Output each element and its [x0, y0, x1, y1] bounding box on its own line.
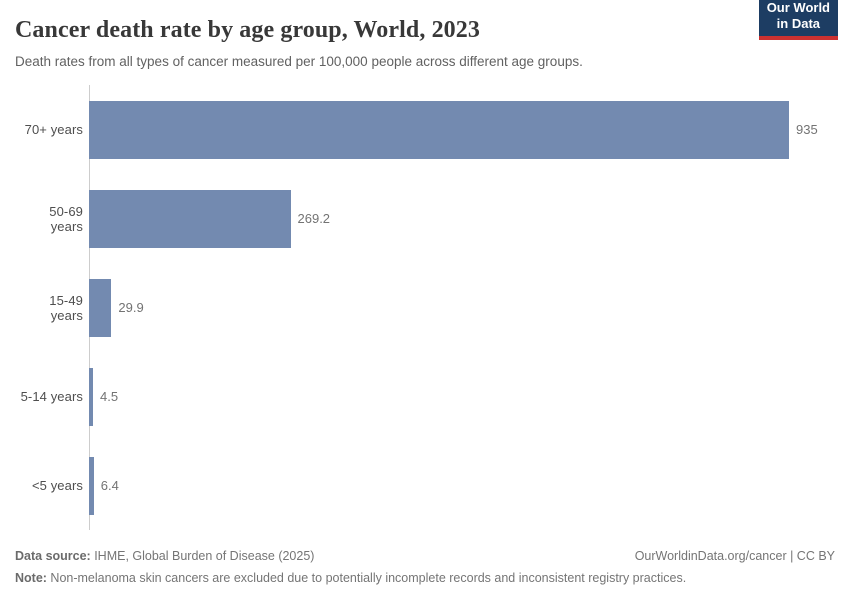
- bar[interactable]: [89, 100, 789, 159]
- chart-title: Cancer death rate by age group, World, 2…: [15, 17, 480, 43]
- owid-logo-line2: in Data: [776, 16, 821, 31]
- category-label: <5 years: [31, 478, 83, 493]
- bar-row: 15-49 years 29.9: [15, 263, 835, 352]
- chart-subtitle: Death rates from all types of cancer mea…: [15, 54, 583, 69]
- bar[interactable]: [89, 278, 112, 337]
- category-label: 15-49 years: [49, 292, 83, 323]
- bar-rows: 70+ years 935 50-69 years 269.2 15-49 ye…: [15, 85, 835, 530]
- bar-row: 70+ years 935: [15, 85, 835, 174]
- value-label: 6.4: [100, 478, 119, 493]
- value-label: 935: [796, 122, 818, 137]
- value-label: 4.5: [100, 389, 119, 404]
- footer-note: Note: Non-melanoma skin cancers are excl…: [15, 569, 835, 587]
- data-source-text: IHME, Global Burden of Disease (2025): [90, 549, 315, 563]
- data-source-label: Data source:: [15, 549, 91, 563]
- bar[interactable]: [89, 456, 94, 515]
- value-label: 29.9: [118, 300, 144, 315]
- data-source: Data source: IHME, Global Burden of Dise…: [15, 547, 314, 565]
- bar-row: 50-69 years 269.2: [15, 174, 835, 263]
- attribution: OurWorldinData.org/cancer | CC BY: [634, 549, 835, 563]
- bar-area: 935: [89, 100, 835, 159]
- value-label: 269.2: [297, 211, 331, 226]
- bar-row: <5 years 6.4: [15, 441, 835, 530]
- category-label: 70+ years: [24, 122, 83, 137]
- bar-area: 6.4: [89, 456, 835, 515]
- chart-footer: Data source: IHME, Global Burden of Dise…: [15, 547, 835, 587]
- bar-area: 269.2: [89, 189, 835, 248]
- bar-row: 5-14 years 4.5: [15, 352, 835, 441]
- bar[interactable]: [89, 189, 291, 248]
- chart-header: Cancer death rate by age group, World, 2…: [15, 0, 838, 71]
- owid-logo-line1: Our World: [766, 0, 830, 15]
- bar-chart: 70+ years 935 50-69 years 269.2 15-49 ye…: [15, 85, 835, 530]
- footer-top-row: Data source: IHME, Global Burden of Dise…: [15, 547, 835, 565]
- category-label: 50-69 years: [49, 203, 83, 234]
- note-text: Non-melanoma skin cancers are excluded d…: [46, 571, 687, 585]
- category-label: 5-14 years: [20, 389, 83, 404]
- bar-area: 29.9: [89, 278, 835, 337]
- bar-area: 4.5: [89, 367, 835, 426]
- owid-logo: Our World in Data: [758, 0, 838, 40]
- note-label: Note:: [15, 571, 47, 585]
- bar[interactable]: [89, 367, 93, 426]
